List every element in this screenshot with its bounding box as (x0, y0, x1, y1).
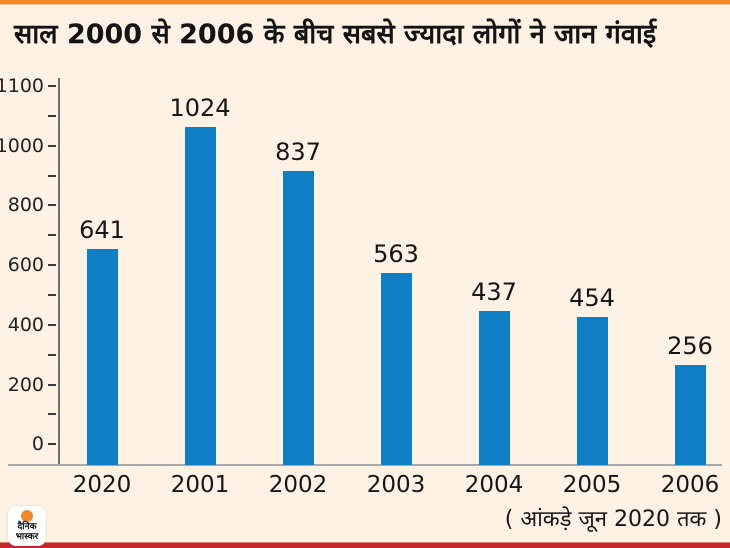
footer-note: ( आंकड़े जून 2020 तक ) (504, 507, 722, 532)
bar (380, 273, 412, 465)
bar (674, 365, 706, 465)
y-major-tick (48, 264, 56, 267)
bar (576, 317, 608, 465)
x-category-label: 2001 (170, 472, 230, 498)
page-title: साल 2000 से 2006 के बीच सबसे ज्यादा लोगो… (14, 19, 657, 50)
y-tick-label: 0 (31, 433, 44, 456)
x-category-label: 2005 (562, 472, 622, 498)
bar (282, 171, 314, 465)
x-category-label: 2020 (72, 472, 132, 498)
y-major-tick (48, 383, 56, 386)
y-minor-tick (48, 413, 56, 416)
y-minor-tick (48, 234, 56, 237)
y-minor-tick (48, 174, 56, 177)
y-tick-label: 800 (7, 194, 44, 217)
y-axis-line (58, 78, 60, 465)
y-minor-tick (48, 353, 56, 356)
y-minor-tick (48, 293, 56, 296)
bottom-accent-bar (0, 543, 730, 548)
bar (478, 311, 510, 465)
y-minor-tick (48, 114, 56, 117)
bar (86, 249, 118, 465)
logo-text: दैनिक भास्कर (16, 522, 39, 542)
y-tick-label: 1000 (0, 134, 44, 157)
y-major-tick (48, 443, 56, 446)
brand-logo: दैनिक भास्कर (8, 506, 46, 546)
bar-value-label: 454 (569, 284, 615, 312)
y-major-tick (48, 204, 56, 207)
x-axis-line (8, 464, 722, 466)
y-major-tick (48, 85, 56, 87)
x-category-label: 2006 (660, 472, 720, 498)
bar-value-label: 641 (79, 216, 125, 244)
y-tick-label: 1100 (0, 75, 44, 97)
y-tick-label: 200 (7, 373, 44, 396)
y-major-tick (48, 144, 56, 147)
y-major-tick (48, 323, 56, 326)
bar (184, 127, 216, 465)
logo-line2: भास्कर (15, 532, 39, 542)
bar-value-label: 837 (275, 138, 321, 166)
top-accent-bar (0, 0, 730, 4)
logo-line1: दैनिक (17, 522, 37, 532)
x-category-label: 2004 (464, 472, 524, 498)
bar-value-label: 437 (471, 278, 517, 306)
x-category-label: 2003 (366, 472, 426, 498)
bar-value-label: 1024 (169, 94, 231, 122)
x-category-label: 2002 (268, 472, 328, 498)
bottom-accent-line (0, 542, 730, 543)
y-tick-label: 600 (7, 254, 44, 277)
bar-value-label: 256 (667, 332, 713, 360)
top-accent-line (0, 4, 730, 5)
y-tick-label: 400 (7, 313, 44, 336)
bar-value-label: 563 (373, 240, 419, 268)
logo-sun-icon (21, 510, 33, 522)
